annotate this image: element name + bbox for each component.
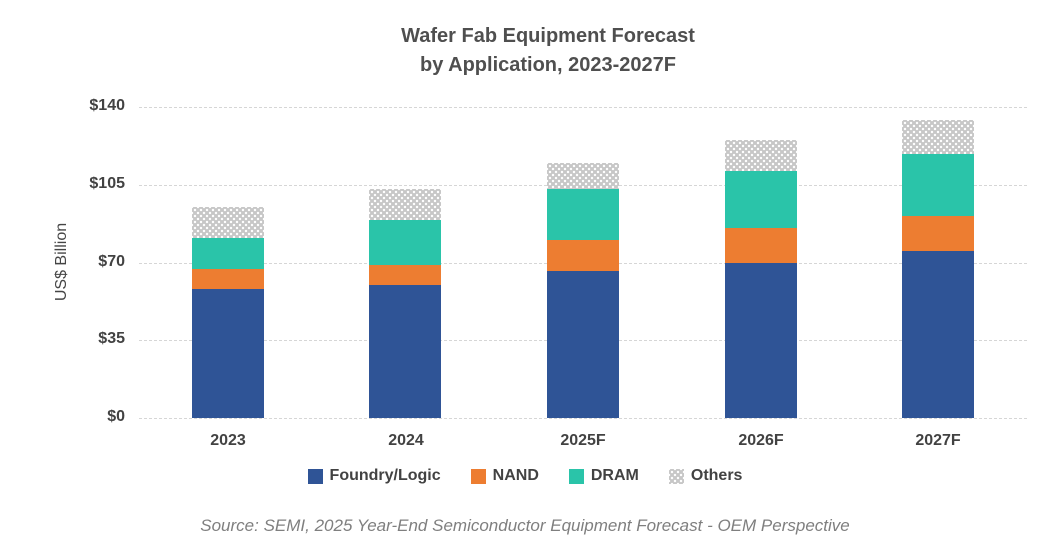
legend-label: Others [690,467,743,484]
bar-segment-nand-2025f [547,240,619,271]
legend-swatch-icon [668,468,684,484]
bar-segment-nand-2027f [902,216,974,251]
x-axis-label-2025f: 2025F [560,432,606,449]
bar-segment-others-2023 [192,207,264,238]
y-axis-tick-label: $0 [107,408,125,425]
bar-segment-foundry-logic-2027f [902,251,974,418]
bar-segment-others-2025f [547,163,619,189]
legend: Foundry/Logic NAND DRAM Others [0,467,1050,485]
y-axis-tick-label: $35 [98,330,125,347]
legend-swatch-icon [568,468,584,484]
chart-title-line2: by Application, 2023-2027F [419,54,676,76]
bar-segment-nand-2023 [192,269,264,289]
legend-item-nand: NAND [470,467,539,485]
bar-segment-nand-2026f [725,228,797,263]
bar-segment-foundry-logic-2023 [192,289,264,418]
legend-item-dram: DRAM [568,467,639,485]
bar-segment-others-2026f [725,140,797,171]
legend-label: DRAM [590,467,639,484]
x-axis-label-2027f: 2027F [915,432,961,449]
y-axis-tick-label: $140 [89,97,125,114]
gridline [139,107,1027,108]
bar-segment-foundry-logic-2026f [725,263,797,418]
legend-swatch-icon [470,468,486,484]
chart-title: Wafer Fab Equipment Forecast by Applicat… [46,22,1050,80]
legend-label: NAND [492,467,539,484]
bar-segment-nand-2024 [369,265,441,285]
y-axis-tick-label: $105 [89,175,125,192]
chart-title-line1: Wafer Fab Equipment Forecast [401,25,695,47]
legend-item-others: Others [668,467,743,485]
x-axis-label-2023: 2023 [210,432,246,449]
bar-segment-dram-2025f [547,189,619,240]
bar-segment-dram-2027f [902,154,974,216]
bar-segment-others-2024 [369,189,441,220]
bar-segment-others-2027f [902,120,974,154]
bar-segment-dram-2026f [725,171,797,228]
legend-item-foundry-logic: Foundry/Logic [307,467,441,485]
legend-label: Foundry/Logic [329,467,441,484]
legend-swatch-icon [307,468,323,484]
bar-segment-dram-2023 [192,238,264,269]
gridline [139,418,1027,419]
x-axis-label-2024: 2024 [388,432,424,449]
bar-segment-foundry-logic-2025f [547,271,619,418]
source-caption: Source: SEMI, 2025 Year-End Semiconducto… [200,516,850,535]
bar-segment-dram-2024 [369,220,441,265]
x-axis-label-2026f: 2026F [738,432,784,449]
bar-segment-foundry-logic-2024 [369,285,441,418]
y-axis-tick-label: $70 [98,253,125,270]
